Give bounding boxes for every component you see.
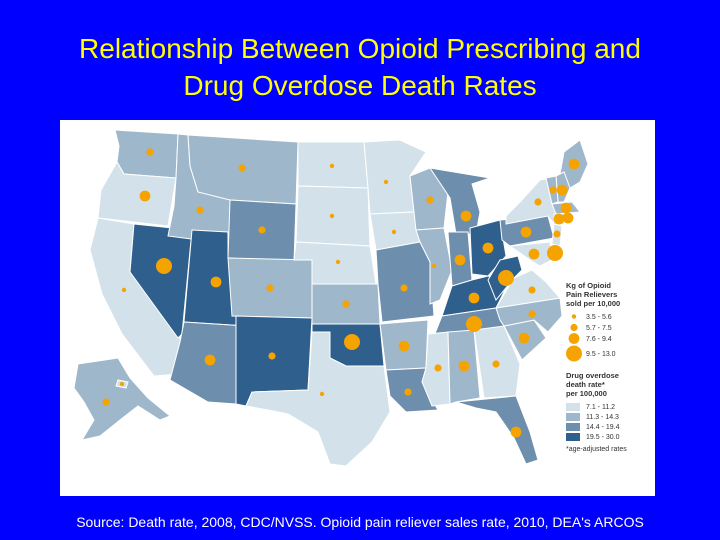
map-panel: Kg of Opioid Pain Relievers sold per 10,00… <box>60 120 655 496</box>
sales-dot-ar <box>398 340 410 352</box>
sales-dot-mi <box>460 210 472 222</box>
sales-dot-ak <box>102 398 110 406</box>
sales-dot-az <box>204 354 216 366</box>
sales-dot-mo <box>400 284 408 292</box>
legend-death-title-3: per 100,000 <box>566 389 607 398</box>
sales-dot-ut <box>210 276 222 288</box>
title-line-2: Drug Overdose Death Rates <box>183 70 537 101</box>
legend-sales-dot-2 <box>570 323 578 332</box>
states-layer <box>73 129 589 467</box>
legend-sales-label-2: 5.7 - 7.5 <box>586 325 612 332</box>
slide-title: Relationship Between Opioid Prescribing … <box>0 30 720 104</box>
sales-dot-nh <box>556 184 568 196</box>
sales-dot-tn <box>466 316 482 332</box>
title-line-1: Relationship Between Opioid Prescribing … <box>79 33 641 64</box>
sales-dot-la <box>404 388 412 396</box>
sales-dot-co <box>266 284 274 292</box>
sales-dot-id <box>196 206 204 214</box>
sales-dot-nc <box>528 310 536 318</box>
sales-dot-ks <box>342 300 350 308</box>
legend-death-title-2: death rate* <box>566 380 605 389</box>
sales-dot-oh <box>482 242 494 254</box>
legend-sales-dot-4 <box>566 345 582 362</box>
state-tx <box>245 331 391 467</box>
legend-sales-title-2: Pain Relievers <box>566 290 617 299</box>
source-note: Source: Death rate, 2008, CDC/NVSS. Opio… <box>76 514 644 530</box>
sales-dot-mt <box>238 164 246 172</box>
sales-dot-va <box>528 286 536 294</box>
state-mi <box>428 167 491 235</box>
legend-death-swatch-3 <box>566 423 580 431</box>
legend-footnote: *age-adjusted rates <box>566 446 627 453</box>
sales-dot-ca <box>121 287 127 293</box>
dots-layer <box>102 148 580 438</box>
sales-dot-me <box>568 158 580 170</box>
sales-dot-de <box>547 245 563 261</box>
sales-dot-or <box>139 190 151 202</box>
sales-dot-ct <box>553 213 565 225</box>
legend-sales-dot-1 <box>571 314 577 319</box>
legend-death-swatch-4 <box>566 433 580 441</box>
state-fl <box>455 395 539 465</box>
state-mo <box>375 241 435 323</box>
legend-death-swatch-2 <box>566 413 580 421</box>
state-wa <box>114 129 179 179</box>
sales-dot-nd <box>329 163 335 169</box>
legend-death-swatch-1 <box>566 403 580 411</box>
sales-dot-wv <box>498 270 514 286</box>
sales-dot-wi <box>426 196 434 204</box>
sales-dot-sc <box>518 332 530 344</box>
legend-sales-title-1: Kg of Opioid <box>566 281 611 290</box>
sales-dot-hi <box>119 381 125 387</box>
legend-death-title-1: Drug overdose <box>566 371 619 380</box>
sales-dot-sd <box>329 213 335 219</box>
sales-dot-pa <box>520 226 532 238</box>
legend-death-label-1: 7.1 - 11.2 <box>586 404 615 411</box>
sales-dot-ia <box>391 229 397 235</box>
legend-death-label-2: 11.3 - 14.3 <box>586 414 619 421</box>
sales-dot-md <box>528 248 540 260</box>
sales-dot-vt <box>549 186 557 194</box>
sales-dot-ri <box>562 212 574 224</box>
sales-dot-ma <box>560 202 572 214</box>
legend-sales-title-3: sold per 10,000 <box>566 299 620 308</box>
sales-dot-ky <box>468 292 480 304</box>
sales-dot-ms <box>434 364 442 372</box>
legend-sales-label-3: 7.6 - 9.4 <box>586 336 612 343</box>
legend-death-label-4: 19.5 - 30.0 <box>586 434 620 441</box>
sales-dot-ok <box>344 334 360 350</box>
state-ak <box>73 357 171 441</box>
sales-dot-nv <box>156 258 172 274</box>
sales-dot-nj <box>553 230 561 238</box>
sales-dot-ny <box>534 198 542 206</box>
sales-dot-al <box>458 360 470 372</box>
sales-dot-nm <box>268 352 276 360</box>
sales-dot-il <box>431 263 437 269</box>
legend-death-label-3: 14.4 - 19.4 <box>586 424 620 431</box>
sales-dot-mn <box>383 179 389 185</box>
sales-dot-tx <box>319 391 325 397</box>
sales-dot-ne <box>335 259 341 265</box>
legend-sales-label-1: 3.5 - 5.6 <box>586 314 612 321</box>
sales-dot-wa <box>146 148 154 156</box>
sales-dot-wy <box>258 226 266 234</box>
sales-dot-ga <box>492 360 500 368</box>
sales-dot-in <box>454 254 466 266</box>
legend-sales-dot-3 <box>568 333 580 344</box>
legend-sales-label-4: 9.5 - 13.0 <box>586 351 616 358</box>
state-or <box>97 161 177 227</box>
sales-dot-fl <box>510 426 522 438</box>
